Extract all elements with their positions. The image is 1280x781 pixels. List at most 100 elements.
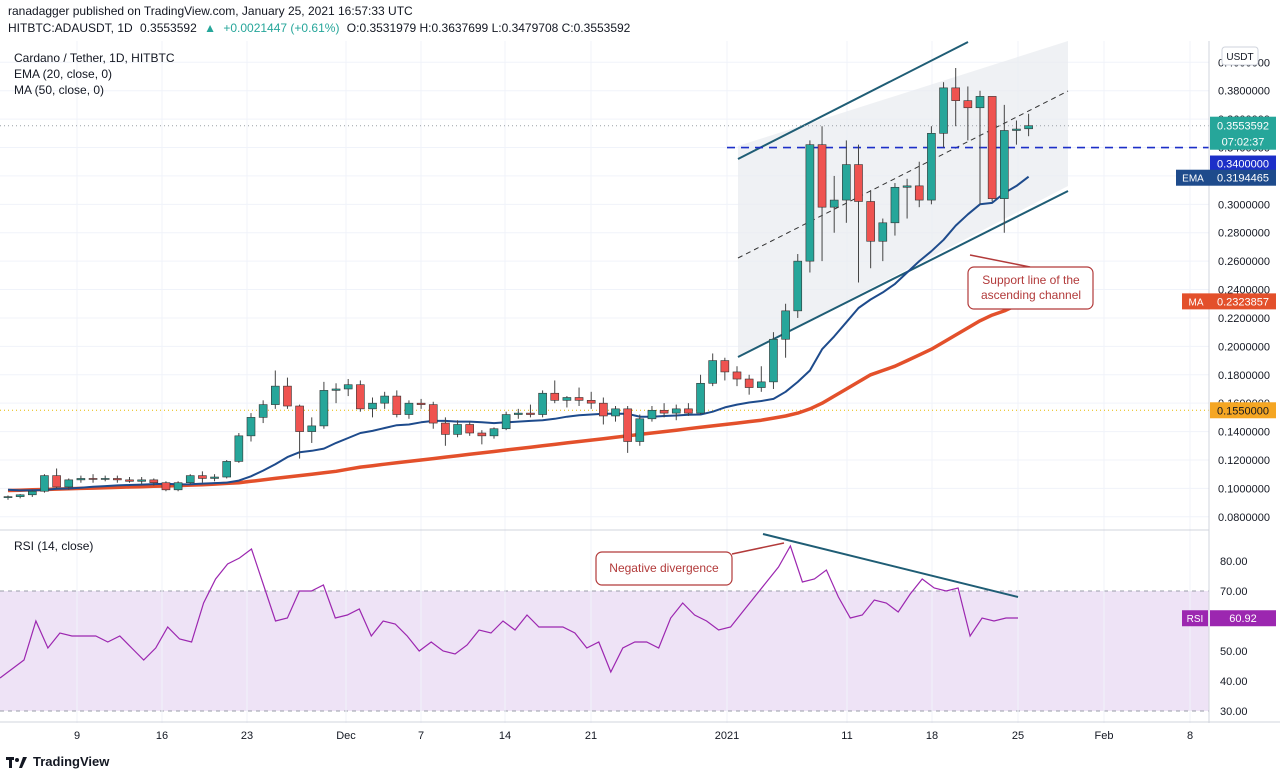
candle-up xyxy=(64,478,74,490)
candle-down xyxy=(951,67,961,127)
candle-body xyxy=(708,360,718,384)
candle-up xyxy=(647,406,657,422)
rsi-band xyxy=(0,591,1209,711)
candle-body xyxy=(987,96,997,199)
candle-body xyxy=(501,414,511,430)
candle-down xyxy=(465,421,475,436)
price-badges: 0.3553592 07:02:37 0.3400000 EMA 0.3194465 MA… xyxy=(1176,116,1276,419)
rsi-tick-label: 50.00 xyxy=(1220,646,1248,658)
candle-up xyxy=(611,406,620,422)
candle-body xyxy=(526,412,535,415)
candle-body xyxy=(210,476,219,479)
candle-up xyxy=(890,183,900,236)
support-annotation-line1: Support line of the xyxy=(982,273,1080,287)
candle-body xyxy=(538,392,547,415)
candle-body xyxy=(975,96,985,109)
rsi-line xyxy=(0,544,1018,679)
time-tick-label: 7 xyxy=(418,730,424,742)
candle-up xyxy=(343,379,353,397)
candle-body xyxy=(428,404,438,424)
candle-down xyxy=(392,390,402,418)
candle-body xyxy=(817,144,827,208)
rsi-badge: RSI 60.92 xyxy=(1182,610,1276,627)
candle-up xyxy=(635,414,645,446)
candle-body xyxy=(914,185,924,201)
divergence-annotation-box xyxy=(595,551,733,586)
candle-up xyxy=(805,140,815,273)
candle-up xyxy=(137,477,146,485)
candle-body xyxy=(416,402,426,405)
candle-body xyxy=(878,222,888,242)
candle-body xyxy=(963,100,973,109)
support-price-badge-bg xyxy=(1210,402,1276,419)
candle-up xyxy=(562,396,572,408)
candle-body xyxy=(829,199,839,208)
rsi-tick-label: 80.00 xyxy=(1220,556,1248,568)
candle-body xyxy=(489,428,499,437)
candle-body xyxy=(477,432,487,437)
candle-up xyxy=(307,417,317,443)
price-tick-label: 0.3000000 xyxy=(1218,199,1270,211)
time-tick-label: Dec xyxy=(336,730,356,742)
candle-body xyxy=(295,405,304,432)
candle-body xyxy=(27,490,37,496)
currency-button[interactable] xyxy=(1221,46,1259,66)
price-chart[interactable]: Support line of the ascending channel 0.… xyxy=(0,41,1280,531)
candle-body xyxy=(769,338,778,383)
ema-tag-bg xyxy=(1176,169,1210,186)
price-tick-label: 0.0800000 xyxy=(1218,512,1270,524)
candle-body xyxy=(40,475,49,492)
candle-up xyxy=(453,420,462,438)
rsi-tag-label: RSI xyxy=(1187,614,1204,625)
candle-down xyxy=(416,398,426,409)
candle-body xyxy=(574,397,584,401)
time-tick-label: 11 xyxy=(841,730,852,742)
ma-legend: MA (50, close, 0) xyxy=(14,83,105,97)
candle-body xyxy=(52,475,61,488)
candles xyxy=(3,67,1033,500)
candle-body xyxy=(927,133,936,201)
candle-up xyxy=(902,178,912,219)
candle-down xyxy=(526,404,535,418)
price-tick-label: 0.1000000 xyxy=(1218,483,1270,495)
ma-price-badge: 0.2323857 xyxy=(1217,296,1269,308)
candle-body xyxy=(720,360,730,373)
price-tick-label: 0.1400000 xyxy=(1218,427,1270,439)
candle-up xyxy=(829,175,839,233)
candle-body xyxy=(3,496,13,498)
ohlc-values: O:0.3531979 H:0.3637699 L:0.3479708 C:0.… xyxy=(346,21,631,35)
candle-up xyxy=(368,397,377,418)
candle-up xyxy=(975,90,985,205)
ma-tag-label: MA xyxy=(1189,297,1204,308)
candle-body xyxy=(659,409,669,414)
candle-body xyxy=(283,385,292,407)
candle-up xyxy=(696,374,705,415)
candle-up xyxy=(842,140,851,223)
candle-down xyxy=(88,474,98,483)
candle-down xyxy=(854,144,863,283)
ohlc-line: HITBTC:ADAUSDT, 1D 0.3553592 ▲ +0.002144… xyxy=(8,20,634,37)
candle-up xyxy=(1012,120,1021,145)
time-tick-label: 16 xyxy=(156,730,168,742)
currency-button-label[interactable]: USDT xyxy=(1226,52,1253,63)
candle-body xyxy=(404,402,414,415)
price-tick-label: 0.1800000 xyxy=(1218,370,1270,382)
candle-body xyxy=(1012,128,1021,131)
candle-body xyxy=(246,417,256,437)
candle-body xyxy=(88,478,98,480)
candle-up xyxy=(40,474,49,493)
ema-legend: EMA (20, close, 0) xyxy=(14,67,113,81)
candle-body xyxy=(805,144,815,262)
candle-body xyxy=(173,482,183,491)
ascending-channel-fill xyxy=(738,41,1068,357)
candle-down xyxy=(599,397,608,425)
divergence-connector xyxy=(731,542,785,555)
candle-body xyxy=(319,390,329,427)
rsi-chart[interactable]: Negative divergence 80.0070.0060.0050.00… xyxy=(0,531,1280,723)
candle-down xyxy=(295,404,304,459)
time-tick-label: 9 xyxy=(74,730,80,742)
candle-up xyxy=(331,383,341,404)
candle-down xyxy=(477,430,487,445)
candle-body xyxy=(113,478,122,481)
candle-body xyxy=(781,310,790,340)
